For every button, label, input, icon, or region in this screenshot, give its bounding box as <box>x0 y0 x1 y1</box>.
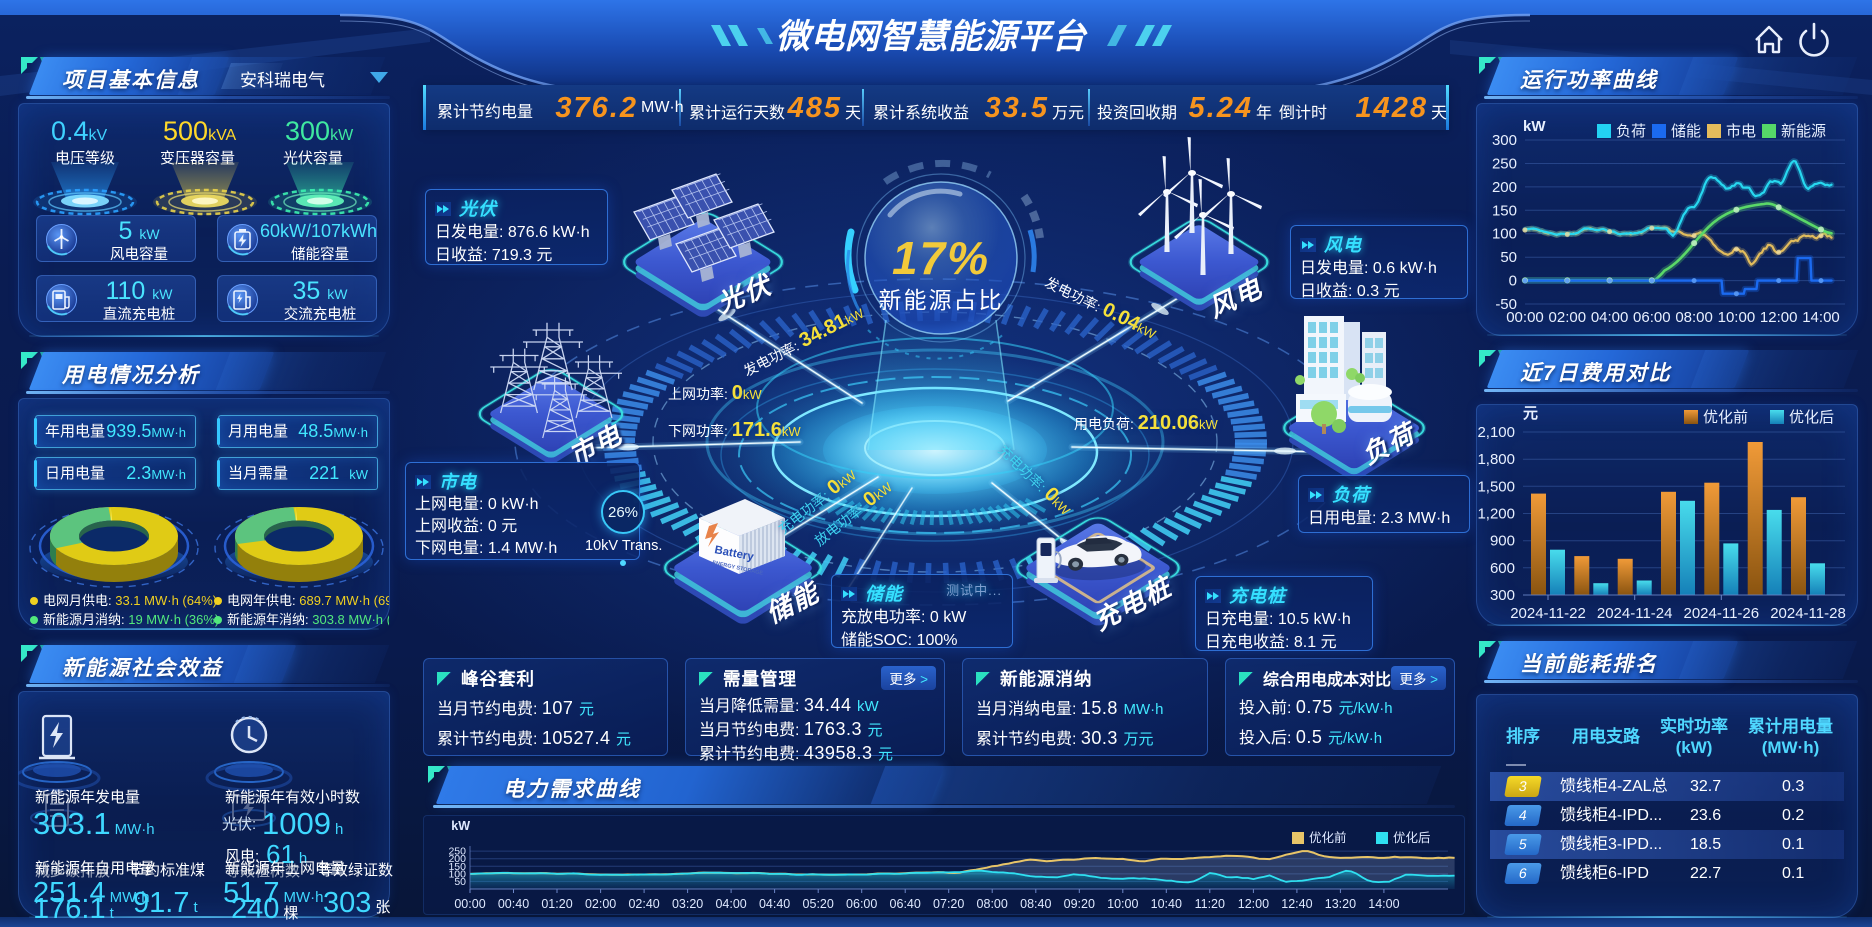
svg-text:14:00: 14:00 <box>1368 897 1399 911</box>
svg-text:17%: 17% <box>892 232 990 284</box>
svg-text:06:00: 06:00 <box>846 897 877 911</box>
svg-text:-50: -50 <box>1495 296 1517 313</box>
svg-text:50: 50 <box>454 876 466 888</box>
svg-text:00:00: 00:00 <box>454 897 485 911</box>
svg-text:12:00: 12:00 <box>1760 309 1798 326</box>
svg-text:08:00: 08:00 <box>977 897 1008 911</box>
svg-text:300: 300 <box>1492 132 1517 149</box>
svg-text:250: 250 <box>448 846 466 858</box>
svg-text:优化前: 优化前 <box>1703 409 1748 426</box>
svg-text:01:20: 01:20 <box>541 897 572 911</box>
svg-text:150: 150 <box>1492 202 1517 219</box>
svg-text:00:00: 00:00 <box>1506 309 1544 326</box>
svg-text:13:20: 13:20 <box>1325 897 1356 911</box>
svg-text:2024-11-24: 2024-11-24 <box>1597 605 1673 622</box>
svg-text:kW: kW <box>451 819 470 833</box>
svg-text:150: 150 <box>448 861 466 873</box>
svg-text:12:40: 12:40 <box>1281 897 1312 911</box>
svg-text:06:00: 06:00 <box>1633 309 1671 326</box>
svg-text:10:00: 10:00 <box>1718 309 1756 326</box>
svg-text:100: 100 <box>1492 226 1517 243</box>
svg-text:新能源: 新能源 <box>1781 123 1826 140</box>
svg-text:11:20: 11:20 <box>1195 897 1225 911</box>
svg-text:200: 200 <box>448 853 466 865</box>
svg-text:900: 900 <box>1490 533 1515 550</box>
svg-text:04:40: 04:40 <box>759 897 790 911</box>
svg-text:08:00: 08:00 <box>1675 309 1713 326</box>
svg-text:新能源占比: 新能源占比 <box>879 287 1004 313</box>
svg-text:优化后: 优化后 <box>1393 831 1431 845</box>
svg-text:02:00: 02:00 <box>585 897 616 911</box>
svg-text:0: 0 <box>1509 273 1517 290</box>
svg-text:1,800: 1,800 <box>1477 451 1515 468</box>
svg-text:200: 200 <box>1492 179 1517 196</box>
svg-text:04:00: 04:00 <box>1591 309 1629 326</box>
svg-text:14:00: 14:00 <box>1802 309 1840 326</box>
svg-text:2024-11-28: 2024-11-28 <box>1770 605 1846 622</box>
svg-text:08:40: 08:40 <box>1020 897 1051 911</box>
svg-text:300: 300 <box>1490 587 1515 604</box>
svg-text:2,100: 2,100 <box>1477 424 1515 441</box>
svg-text:10:40: 10:40 <box>1151 897 1182 911</box>
svg-text:04:00: 04:00 <box>715 897 746 911</box>
svg-text:02:00: 02:00 <box>1549 309 1587 326</box>
svg-text:微电网智慧能源平台: 微电网智慧能源平台 <box>776 18 1088 56</box>
svg-text:2024-11-26: 2024-11-26 <box>1683 605 1759 622</box>
svg-text:优化后: 优化后 <box>1789 409 1834 426</box>
svg-text:09:20: 09:20 <box>1064 897 1095 911</box>
svg-text:02:40: 02:40 <box>628 897 659 911</box>
svg-text:10:00: 10:00 <box>1107 897 1138 911</box>
svg-text:1,200: 1,200 <box>1477 506 1515 523</box>
svg-text:05:20: 05:20 <box>803 897 834 911</box>
svg-text:市电: 市电 <box>1726 123 1756 140</box>
svg-text:1,500: 1,500 <box>1477 478 1515 495</box>
svg-text:50: 50 <box>1500 249 1517 266</box>
svg-text:12:00: 12:00 <box>1238 897 1269 911</box>
svg-text:kW: kW <box>1523 118 1546 135</box>
svg-text:600: 600 <box>1490 560 1515 577</box>
svg-text:07:20: 07:20 <box>933 897 964 911</box>
svg-text:2024-11-22: 2024-11-22 <box>1510 605 1586 622</box>
svg-text:250: 250 <box>1492 156 1517 173</box>
svg-text:储能: 储能 <box>1671 123 1701 140</box>
svg-text:03:20: 03:20 <box>672 897 703 911</box>
svg-text:00:40: 00:40 <box>498 897 529 911</box>
svg-text:元: 元 <box>1523 405 1538 422</box>
svg-text:负荷: 负荷 <box>1616 123 1646 140</box>
svg-text:100: 100 <box>448 868 466 880</box>
svg-text:优化前: 优化前 <box>1309 830 1347 845</box>
svg-text:06:40: 06:40 <box>890 897 921 911</box>
